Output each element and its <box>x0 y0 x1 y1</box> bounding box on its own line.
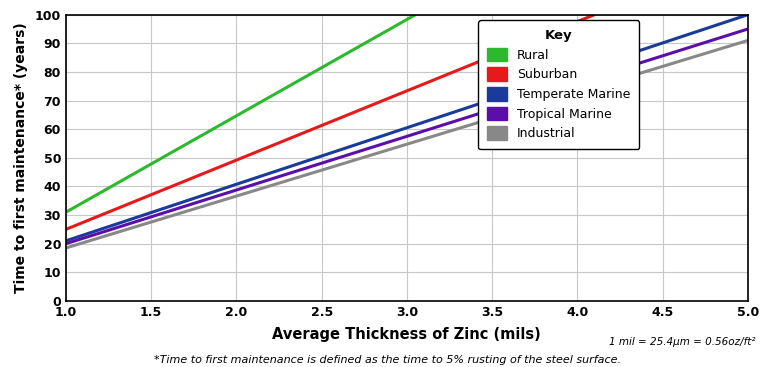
Text: 1 mil = 25.4μm = 0.56oz/ft²: 1 mil = 25.4μm = 0.56oz/ft² <box>609 337 756 347</box>
Legend: Rural, Suburban, Temperate Marine, Tropical Marine, Industrial: Rural, Suburban, Temperate Marine, Tropi… <box>478 21 639 149</box>
X-axis label: Average Thickness of Zinc (mils): Average Thickness of Zinc (mils) <box>273 327 541 342</box>
Y-axis label: Time to first maintenance* (years): Time to first maintenance* (years) <box>14 22 28 293</box>
Text: *Time to first maintenance is defined as the time to 5% rusting of the steel sur: *Time to first maintenance is defined as… <box>154 355 621 365</box>
